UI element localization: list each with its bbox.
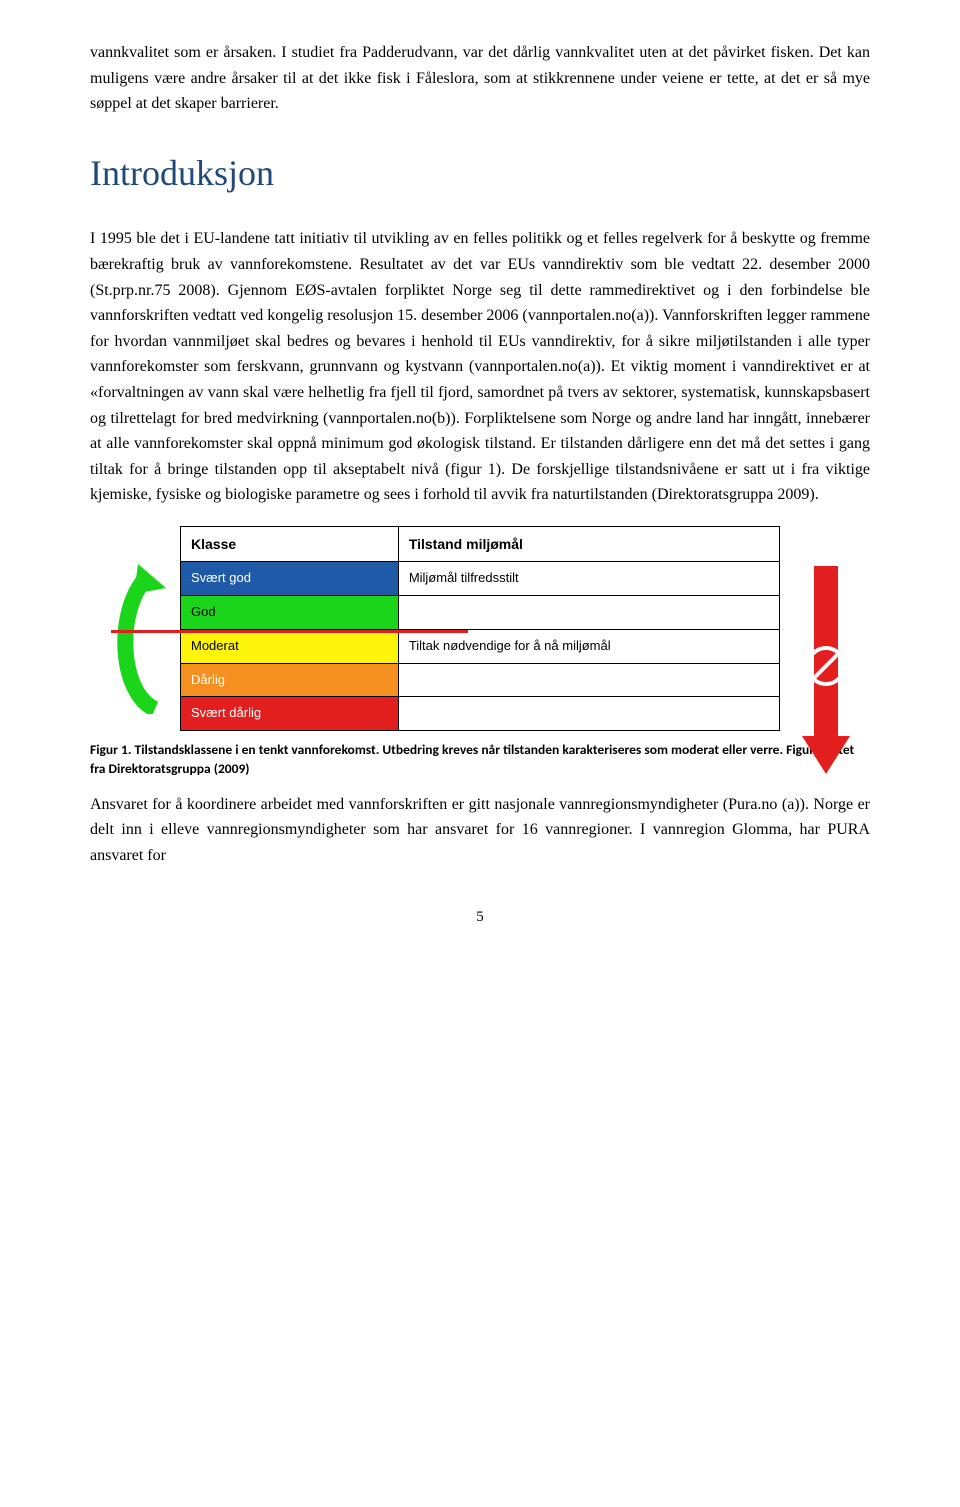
table-row: God xyxy=(181,596,780,630)
tilstand-cell xyxy=(398,697,779,731)
table-row: Svært god Miljømål tilfredsstilt xyxy=(181,562,780,596)
klasse-label: Moderat xyxy=(191,638,239,653)
klasse-cell: Moderat xyxy=(181,629,399,663)
tilstand-cell xyxy=(398,663,779,697)
klasse-cell: Dårlig xyxy=(181,663,399,697)
klasse-cell: Svært god xyxy=(181,562,399,596)
figure-header-tilstand: Tilstand miljømål xyxy=(398,526,779,561)
figure-1-caption: Figur 1. Tilstandsklassene i en tenkt va… xyxy=(90,741,870,777)
tilstand-cell: Miljømål tilfredsstilt xyxy=(398,562,779,596)
tilstand-cell: Tiltak nødvendige for å nå miljømål xyxy=(398,629,779,663)
figure-1-container: Klasse Tilstand miljømål Svært god Miljø… xyxy=(90,526,870,731)
body-paragraph-2: Ansvaret for å koordinere arbeidet med v… xyxy=(90,792,870,869)
table-row: Dårlig xyxy=(181,663,780,697)
figure-header-klasse: Klasse xyxy=(181,526,399,561)
body-paragraph-1: I 1995 ble det i EU-landene tatt initiat… xyxy=(90,226,870,508)
section-heading-introduksjon: Introduksjon xyxy=(90,145,870,203)
tilstand-cell xyxy=(398,596,779,630)
klasse-cell: God xyxy=(181,596,399,630)
klasse-cell: Svært dårlig xyxy=(181,697,399,731)
table-row: Moderat Tiltak nødvendige for å nå miljø… xyxy=(181,629,780,663)
figure-1-table: Klasse Tilstand miljømål Svært god Miljø… xyxy=(180,526,780,731)
red-prohibit-arrow-icon xyxy=(796,566,856,776)
table-row: Svært dårlig xyxy=(181,697,780,731)
green-cycle-arrow-icon xyxy=(110,564,170,714)
page-number: 5 xyxy=(90,905,870,929)
intro-paragraph: vannkvalitet som er årsaken. I studiet f… xyxy=(90,40,870,117)
threshold-line xyxy=(111,630,468,633)
